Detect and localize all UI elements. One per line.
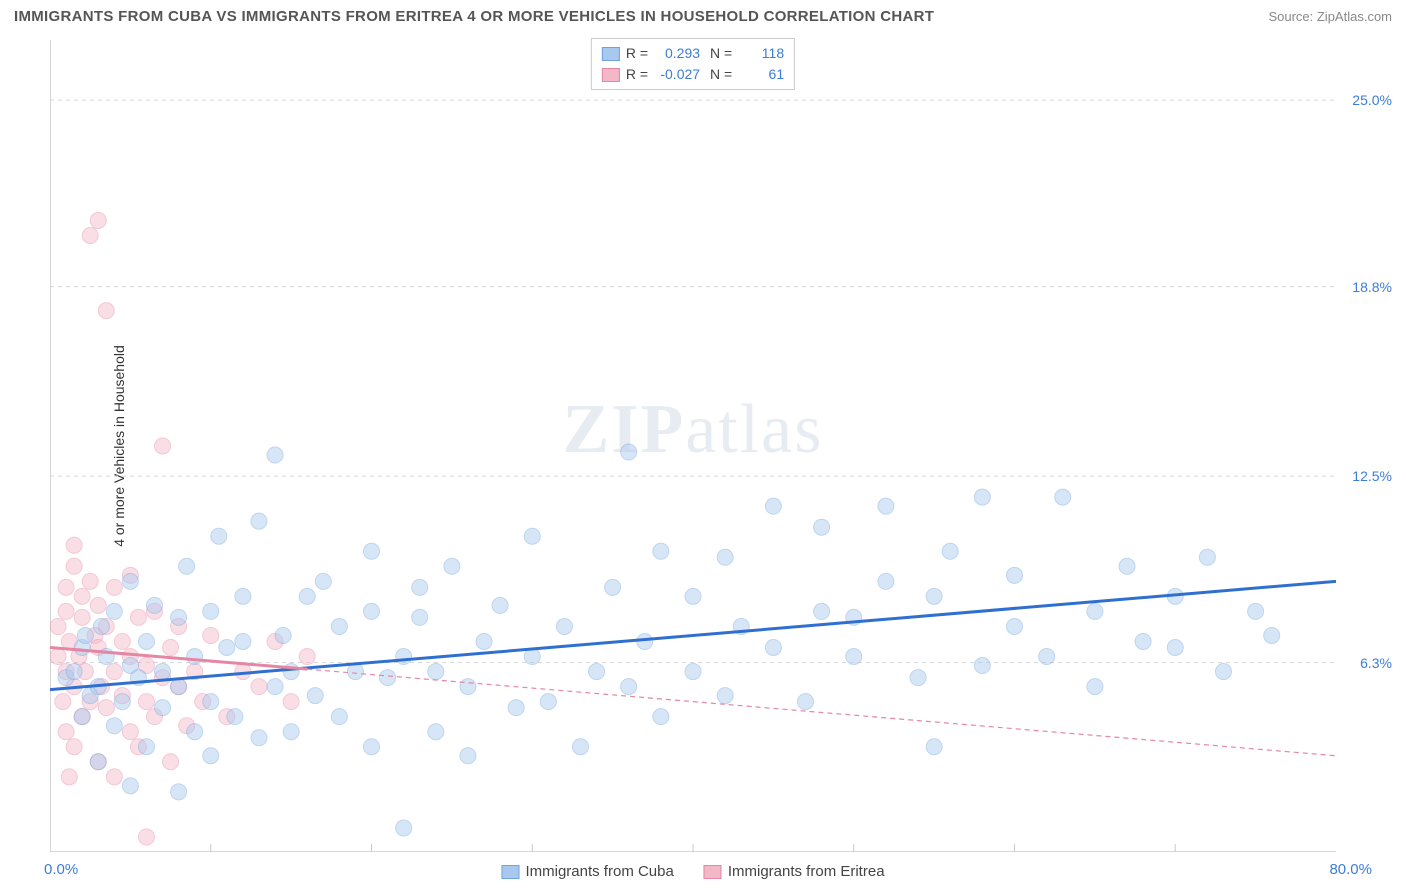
y-tick-label: 18.8% [1352,279,1392,295]
legend-n-cuba: 118 [740,43,784,64]
legend-swatch-cuba-bottom [501,865,519,879]
source-label: Source: ZipAtlas.com [1268,9,1392,24]
series-legend: Immigrants from Cuba Immigrants from Eri… [501,863,884,880]
legend-r-label: R = [626,43,648,64]
legend-swatch-eritrea [602,68,620,82]
chart-area: 4 or more Vehicles in Household ZIPatlas… [50,40,1336,852]
legend-item-cuba: Immigrants from Cuba [501,863,673,880]
legend-r-label: R = [626,64,648,85]
correlation-legend: R = 0.293 N = 118 R = -0.027 N = 61 [591,38,795,90]
legend-n-label: N = [706,64,732,85]
y-tick-label: 25.0% [1352,92,1392,108]
legend-row-cuba: R = 0.293 N = 118 [602,43,784,64]
scatter-plot [50,40,1336,852]
x-axis-max: 80.0% [1329,861,1372,878]
legend-r-cuba: 0.293 [656,43,700,64]
legend-label-cuba: Immigrants from Cuba [525,863,673,880]
legend-r-eritrea: -0.027 [656,64,700,85]
y-tick-label: 6.3% [1360,655,1392,671]
legend-label-eritrea: Immigrants from Eritrea [728,863,885,880]
x-axis-min: 0.0% [44,861,78,878]
legend-n-label: N = [706,43,732,64]
legend-row-eritrea: R = -0.027 N = 61 [602,64,784,85]
y-tick-label: 12.5% [1352,468,1392,484]
legend-swatch-eritrea-bottom [704,865,722,879]
legend-item-eritrea: Immigrants from Eritrea [704,863,885,880]
chart-header: IMMIGRANTS FROM CUBA VS IMMIGRANTS FROM … [0,0,1406,29]
chart-title: IMMIGRANTS FROM CUBA VS IMMIGRANTS FROM … [14,8,934,25]
legend-n-eritrea: 61 [740,64,784,85]
legend-swatch-cuba [602,47,620,61]
